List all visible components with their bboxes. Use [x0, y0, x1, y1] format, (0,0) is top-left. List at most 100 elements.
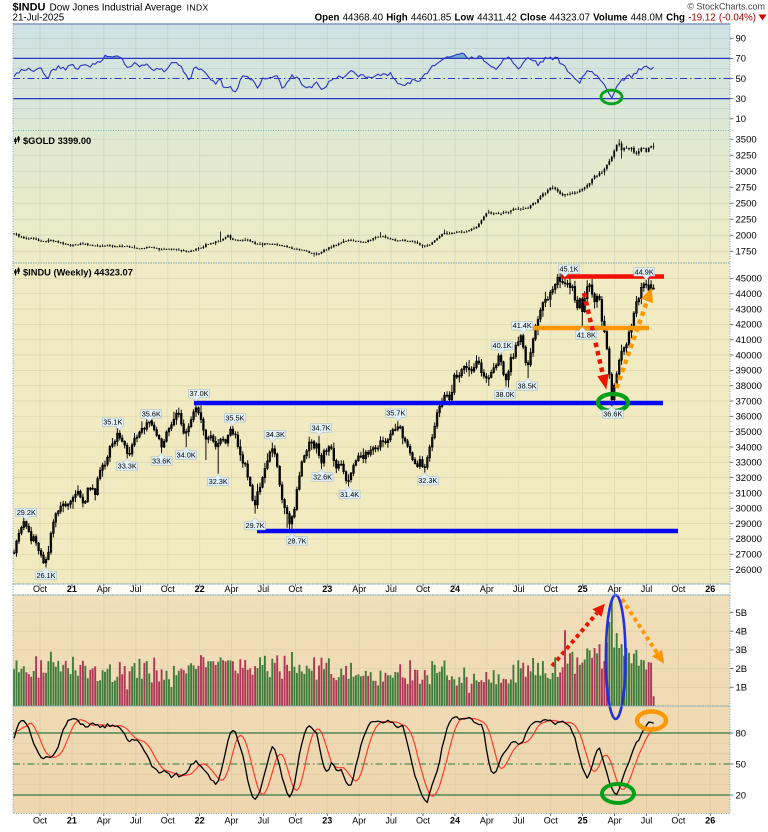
- svg-text:Oct: Oct: [544, 815, 559, 825]
- svg-text:29000: 29000: [736, 519, 762, 530]
- svg-text:40000: 40000: [736, 350, 762, 361]
- svg-text:45.1K: 45.1K: [559, 265, 578, 274]
- svg-text:Jul: Jul: [641, 584, 653, 594]
- svg-text:Oct: Oct: [671, 584, 686, 594]
- svg-text:31000: 31000: [736, 488, 762, 499]
- svg-text:21-Jul-2025: 21-Jul-2025: [13, 13, 65, 24]
- svg-text:3B: 3B: [736, 645, 748, 656]
- svg-text:Apr: Apr: [480, 584, 494, 594]
- svg-text:Apr: Apr: [224, 584, 238, 594]
- svg-text:2000: 2000: [736, 231, 757, 242]
- svg-text:Oct: Oct: [671, 815, 686, 825]
- svg-text:29.7K: 29.7K: [246, 521, 265, 530]
- svg-text:Jul: Jul: [641, 815, 653, 825]
- svg-text:2B: 2B: [736, 664, 748, 675]
- svg-text:Oct: Oct: [161, 584, 176, 594]
- svg-text:35.1K: 35.1K: [103, 418, 122, 427]
- svg-text:36000: 36000: [736, 412, 762, 423]
- svg-text:34.0K: 34.0K: [177, 450, 196, 459]
- svg-text:2750: 2750: [736, 183, 757, 194]
- svg-text:35000: 35000: [736, 427, 762, 438]
- svg-text:Apr: Apr: [608, 584, 622, 594]
- svg-text:35.6K: 35.6K: [142, 409, 161, 418]
- svg-text:35.5K: 35.5K: [225, 413, 244, 422]
- svg-text:41000: 41000: [736, 335, 762, 346]
- svg-text:Apr: Apr: [352, 815, 366, 825]
- svg-text:39000: 39000: [736, 366, 762, 377]
- svg-text:Oct: Oct: [288, 815, 303, 825]
- svg-text:Oct: Oct: [161, 815, 176, 825]
- svg-text:Oct: Oct: [544, 584, 559, 594]
- svg-text:37.0K: 37.0K: [189, 389, 208, 398]
- svg-text:Oct: Oct: [33, 815, 48, 825]
- svg-text:24: 24: [450, 584, 460, 594]
- svg-text:Apr: Apr: [97, 584, 111, 594]
- svg-text:© StockCharts.com: © StockCharts.com: [687, 2, 765, 12]
- svg-text:3500: 3500: [736, 135, 757, 146]
- svg-text:40.1K: 40.1K: [493, 341, 512, 350]
- svg-text:Jul: Jul: [513, 584, 525, 594]
- svg-text:$INDU (Weekly) 44323.07: $INDU (Weekly) 44323.07: [23, 268, 133, 278]
- svg-text:29.2K: 29.2K: [17, 508, 36, 517]
- svg-text:1B: 1B: [736, 683, 748, 694]
- svg-text:4B: 4B: [736, 627, 748, 638]
- svg-text:42000: 42000: [736, 320, 762, 331]
- svg-text:Oct: Oct: [416, 815, 431, 825]
- svg-text:44000: 44000: [736, 289, 762, 300]
- svg-text:3250: 3250: [736, 151, 757, 162]
- svg-text:32.3K: 32.3K: [209, 477, 228, 486]
- svg-text:35.7K: 35.7K: [386, 409, 405, 418]
- svg-text:25: 25: [578, 815, 588, 825]
- svg-text:Oct: Oct: [416, 584, 431, 594]
- svg-text:34000: 34000: [736, 442, 762, 453]
- svg-text:Open 44368.40 High 44601.85 Lo: Open 44368.40 High 44601.85 Low 44311.42…: [315, 13, 756, 24]
- svg-text:36.6K: 36.6K: [603, 409, 622, 418]
- svg-text:28.7K: 28.7K: [287, 536, 306, 545]
- svg-text:26.1K: 26.1K: [36, 571, 55, 580]
- svg-text:Oct: Oct: [288, 584, 303, 594]
- svg-text:50: 50: [736, 759, 747, 770]
- svg-text:21: 21: [67, 815, 77, 825]
- svg-text:Apr: Apr: [352, 584, 366, 594]
- svg-text:70: 70: [736, 54, 747, 65]
- svg-text:28000: 28000: [736, 534, 762, 545]
- svg-text:44.9K: 44.9K: [635, 267, 654, 276]
- svg-text:$GOLD 3399.00: $GOLD 3399.00: [23, 136, 91, 146]
- svg-text:20: 20: [736, 790, 747, 801]
- svg-text:37000: 37000: [736, 396, 762, 407]
- svg-text:33.6K: 33.6K: [152, 456, 171, 465]
- svg-text:10: 10: [736, 114, 747, 125]
- svg-text:33.3K: 33.3K: [118, 462, 137, 471]
- svg-text:32.3K: 32.3K: [418, 476, 437, 485]
- svg-text:38.5K: 38.5K: [518, 382, 537, 391]
- svg-text:34.3K: 34.3K: [266, 430, 285, 439]
- svg-text:38000: 38000: [736, 381, 762, 392]
- svg-text:24: 24: [450, 815, 460, 825]
- svg-text:2250: 2250: [736, 215, 757, 226]
- svg-text:27000: 27000: [736, 550, 762, 561]
- svg-text:Jul: Jul: [130, 815, 142, 825]
- svg-text:30000: 30000: [736, 504, 762, 515]
- svg-text:Apr: Apr: [224, 815, 238, 825]
- svg-text:Jul: Jul: [130, 584, 142, 594]
- svg-text:Apr: Apr: [480, 815, 494, 825]
- svg-text:23: 23: [322, 584, 332, 594]
- svg-text:38.0K: 38.0K: [495, 390, 514, 399]
- svg-text:Jul: Jul: [385, 815, 397, 825]
- svg-text:5B: 5B: [736, 608, 748, 619]
- svg-text:26000: 26000: [736, 565, 762, 576]
- svg-text:22: 22: [195, 815, 205, 825]
- svg-text:Apr: Apr: [97, 815, 111, 825]
- svg-text:Jul: Jul: [258, 815, 270, 825]
- svg-text:90: 90: [736, 34, 747, 45]
- svg-text:25: 25: [578, 584, 588, 594]
- svg-text:2500: 2500: [736, 199, 757, 210]
- svg-text:21: 21: [67, 584, 77, 594]
- svg-text:Jul: Jul: [513, 815, 525, 825]
- svg-text:30: 30: [736, 94, 747, 105]
- svg-text:31.4K: 31.4K: [340, 490, 359, 499]
- svg-text:1750: 1750: [736, 247, 757, 258]
- svg-text:22: 22: [195, 584, 205, 594]
- svg-text:3000: 3000: [736, 167, 757, 178]
